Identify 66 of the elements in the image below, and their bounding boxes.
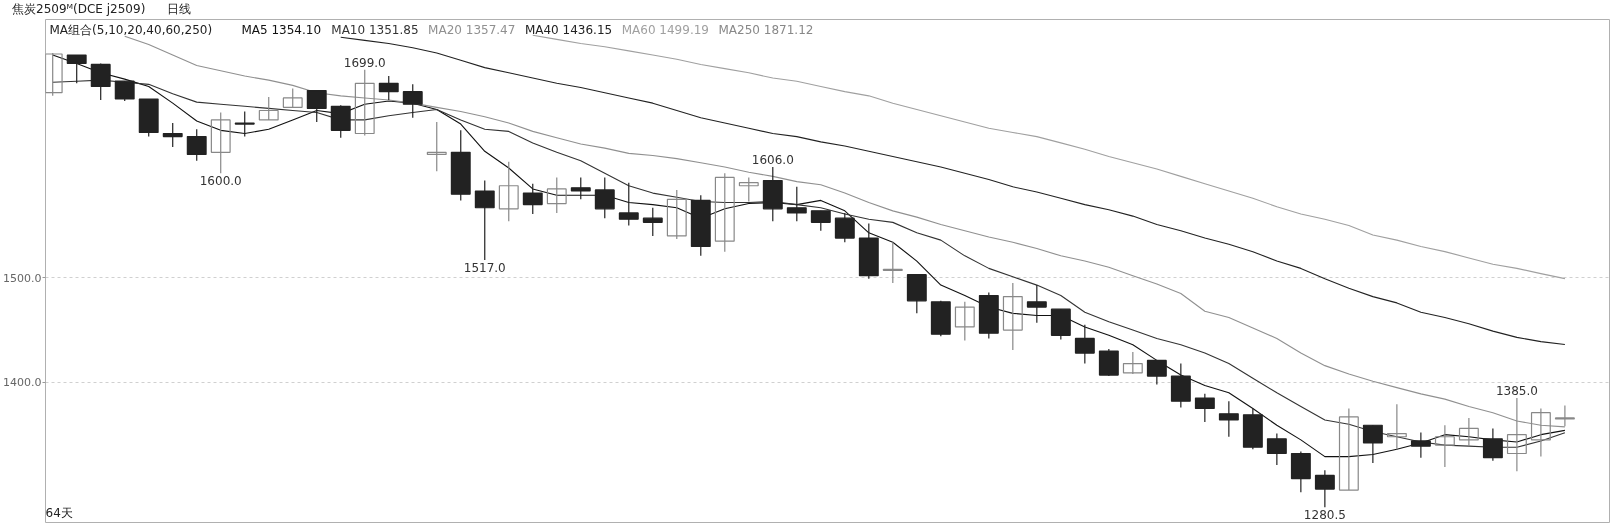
legend-title: MA组合(5,10,20,40,60,250): [49, 22, 213, 37]
y-tick-label: 1400.0: [3, 376, 42, 390]
candlestick: [834, 212, 855, 243]
candlestick: [1002, 282, 1023, 351]
y-tick-label: 1500.0: [3, 271, 42, 285]
annotation: 64天: [45, 505, 73, 520]
annotation: 1280.5: [1303, 508, 1346, 523]
candlestick: [546, 176, 567, 214]
candlestick: [1146, 359, 1167, 386]
candlestick: [714, 172, 735, 253]
candlestick: [1410, 431, 1431, 459]
candlestick: [666, 189, 687, 240]
annotation: 1600.0: [199, 174, 242, 189]
candlestick: [402, 83, 423, 119]
candlestick: [378, 75, 399, 101]
candlestick: [1338, 407, 1359, 491]
candlestick: [258, 96, 279, 121]
series-label: MA60 1499.19: [621, 22, 709, 37]
candlestick: [282, 87, 303, 108]
candlestick: [1458, 417, 1479, 447]
candlestick: [210, 111, 231, 174]
candlestick: [66, 54, 87, 84]
annotation: 1699.0: [343, 55, 386, 70]
candlestick: [426, 121, 447, 172]
chart-subtitle: 日线: [167, 2, 192, 16]
candlestick: [618, 182, 639, 227]
annotation: 1517.0: [463, 261, 506, 276]
candlestick: [1314, 469, 1335, 508]
candlestick: [90, 62, 111, 101]
candlestick: [1362, 424, 1383, 464]
candlestick: [474, 179, 495, 261]
candlestick: [306, 90, 327, 123]
candlestick: [114, 80, 135, 102]
annotation: 1385.0: [1495, 384, 1538, 399]
candlestick: [1482, 427, 1503, 462]
candlestick: [1194, 393, 1215, 423]
candlestick: [234, 110, 255, 138]
text: MA5 1354.10: [241, 22, 322, 37]
candlestick: [186, 128, 207, 162]
candlestick: [786, 186, 807, 222]
candlestick: [1122, 351, 1143, 375]
candlestick: [162, 122, 183, 148]
candlestick: [354, 69, 375, 137]
annotation: 1606.0: [751, 152, 794, 167]
candlestick: [642, 207, 663, 237]
candlestick: [1218, 400, 1239, 438]
candlestick: [1266, 433, 1287, 466]
candlestick: [1386, 403, 1407, 450]
candlestick: [498, 161, 519, 222]
candlestick: [1026, 284, 1047, 324]
candlestick: [570, 176, 591, 200]
annotation: MA250 1871.12: [718, 22, 814, 37]
candlestick: [810, 210, 831, 232]
text: MA20 1357.47: [428, 22, 516, 37]
text: MA10 1351.85: [331, 22, 419, 37]
candlestick: [594, 176, 615, 219]
candlestick: [954, 301, 975, 342]
line-series: [532, 34, 1566, 280]
candlestick: [738, 176, 759, 203]
candlestick: [1434, 424, 1455, 468]
text: MA40 1436.15: [524, 22, 613, 37]
candlestick: [1074, 324, 1095, 365]
candlestick: [882, 241, 903, 284]
candlestick: [522, 183, 543, 215]
chart-title: 焦炭2509ᴹ(DCE j2509): [12, 2, 146, 16]
line-series: [340, 36, 1566, 346]
